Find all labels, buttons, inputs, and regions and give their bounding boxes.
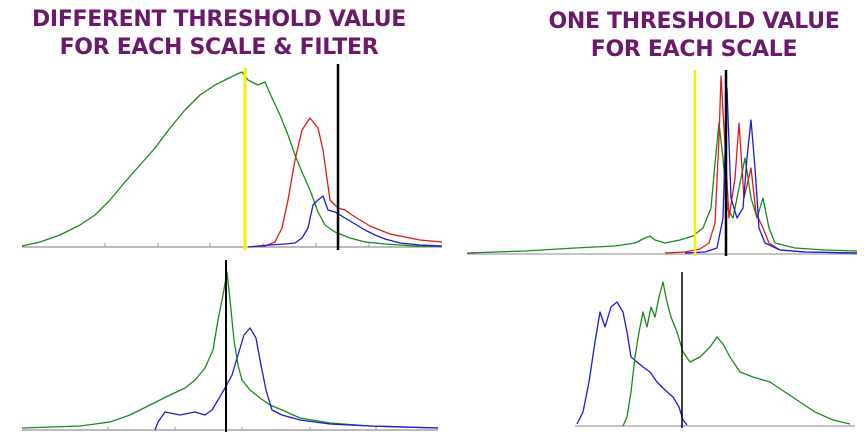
histogram-top-right	[466, 70, 858, 256]
title-one-threshold: ONE THRESHOLD VALUE FOR EACH SCALE	[520, 8, 868, 64]
histogram-bottom-left	[21, 260, 439, 432]
green-curve	[21, 271, 439, 429]
histogram-top-left	[21, 64, 443, 250]
green-curve	[466, 122, 858, 254]
blue-curve	[684, 87, 858, 254]
axis-ticks	[107, 427, 377, 430]
axis-ticks	[104, 243, 370, 247]
title-left-line-1: DIFFERENT THRESHOLD VALUE	[31, 7, 407, 32]
blue-curve	[247, 195, 443, 248]
green-curve	[21, 71, 442, 247]
green-curve	[622, 281, 851, 427]
blue-curve	[154, 327, 439, 431]
title-different-threshold: DIFFERENT THRESHOLD VALUE FOR EACH SCALE…	[0, 6, 438, 62]
histogram-bottom-right	[575, 272, 855, 428]
title-right-line-2: FOR EACH SCALE	[590, 37, 798, 62]
title-right-line-1: ONE THRESHOLD VALUE	[548, 9, 840, 34]
red-curve	[664, 75, 858, 254]
title-left-line-2: FOR EACH SCALE & FILTER	[59, 35, 379, 60]
red-curve	[247, 117, 443, 248]
blue-curve	[576, 301, 688, 426]
